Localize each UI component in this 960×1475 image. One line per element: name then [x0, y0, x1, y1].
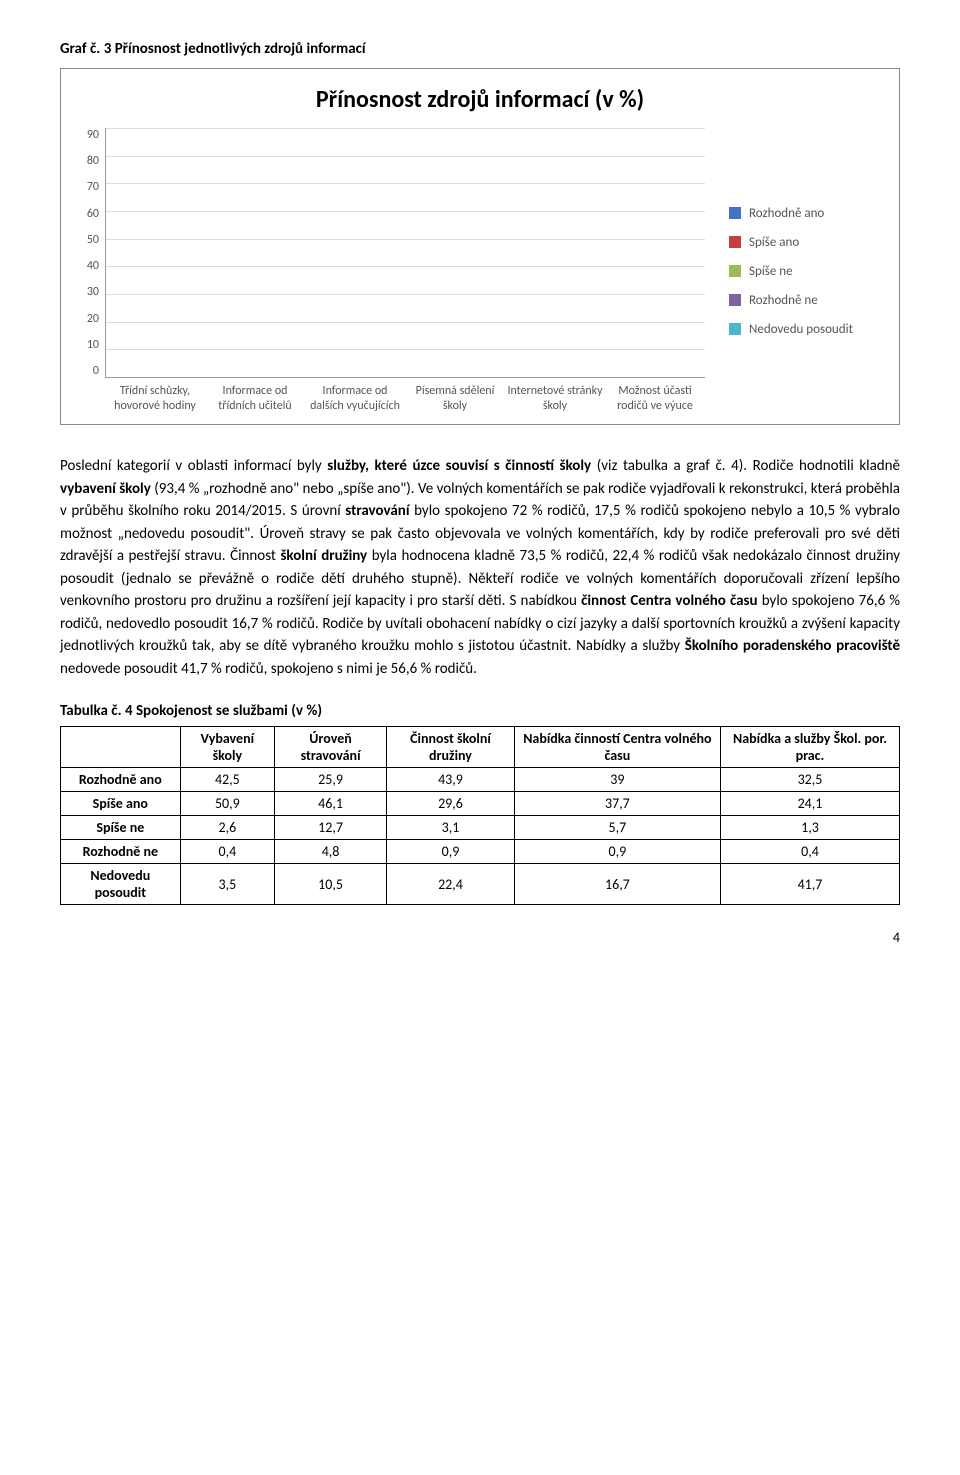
- chart-legend: Rozhodně ano Spíše ano Spíše ne Rozhodně ne…: [705, 128, 885, 414]
- table-cell: 41,7: [720, 864, 899, 905]
- legend-item: Spíše ano: [729, 235, 885, 250]
- chart-title: Přínosnost zdrojů informací (v %): [75, 85, 885, 114]
- table-header-cell: Nabídka a služby Škol. por. prac.: [720, 727, 899, 768]
- y-tick-label: 0: [93, 364, 99, 378]
- legend-label: Rozhodně ne: [749, 293, 818, 308]
- table-header-cell: [61, 727, 181, 768]
- table-cell: 37,7: [514, 792, 720, 816]
- y-tick-label: 20: [87, 312, 99, 326]
- table-cell: 46,1: [275, 792, 387, 816]
- bold-run: činnost Centra volného času: [581, 592, 758, 610]
- table-cell: 16,7: [514, 864, 720, 905]
- legend-swatch: [729, 323, 741, 335]
- legend-item: Rozhodně ano: [729, 206, 885, 221]
- bold-run: školní družiny: [280, 547, 367, 565]
- table-header-cell: Nabídka činností Centra volného času: [514, 727, 720, 768]
- table-row-header: Rozhodně ne: [61, 840, 181, 864]
- x-tick-label: Třídní schůzky, hovorové hodiny: [105, 384, 205, 414]
- table-cell: 32,5: [720, 768, 899, 792]
- table-cell: 39: [514, 768, 720, 792]
- legend-label: Spíše ne: [749, 264, 793, 279]
- x-tick-label: Internetové stránky školy: [505, 384, 605, 414]
- table-cell: 25,9: [275, 768, 387, 792]
- table-row: Nedovedu posoudit3,510,522,416,741,7: [61, 864, 900, 905]
- table-cell: 0,9: [387, 840, 515, 864]
- table-cell: 42,5: [180, 768, 274, 792]
- x-tick-label: Informace od dalších vyučujících: [305, 384, 405, 414]
- table-cell: 50,9: [180, 792, 274, 816]
- table-row-header: Spíše ano: [61, 792, 181, 816]
- bold-run: vybavení školy: [60, 480, 151, 498]
- text-run: (viz tabulka a graf č. 4). Rodiče hodnot…: [591, 457, 900, 475]
- legend-label: Rozhodně ano: [749, 206, 824, 221]
- x-tick-label: Písemná sdělení školy: [405, 384, 505, 414]
- table-cell: 3,5: [180, 864, 274, 905]
- y-tick-label: 60: [87, 207, 99, 221]
- bold-run: Školního poradenského pracoviště: [685, 637, 900, 655]
- text-run: Poslední kategorií v oblasti informací b…: [60, 457, 327, 475]
- legend-swatch: [729, 207, 741, 219]
- legend-item: Spíše ne: [729, 264, 885, 279]
- table-cell: 2,6: [180, 816, 274, 840]
- bold-run: stravování: [345, 502, 409, 520]
- legend-item: Rozhodně ne: [729, 293, 885, 308]
- y-tick-label: 80: [87, 154, 99, 168]
- table-cell: 0,4: [720, 840, 899, 864]
- table-row-header: Rozhodně ano: [61, 768, 181, 792]
- table-row: Spíše ano50,946,129,637,724,1: [61, 792, 900, 816]
- x-tick-label: Možnost účasti rodičů ve výuce: [605, 384, 705, 414]
- x-tick-label: Informace od třídních učitelů: [205, 384, 305, 414]
- table-cell: 12,7: [275, 816, 387, 840]
- data-table: Vybavení školyÚroveň stravováníČinnost š…: [60, 726, 900, 905]
- table-header-cell: Činnost školní družiny: [387, 727, 515, 768]
- table-cell: 0,4: [180, 840, 274, 864]
- y-tick-label: 70: [87, 180, 99, 194]
- body-paragraph: Poslední kategorií v oblasti informací b…: [60, 455, 900, 680]
- table-cell: 4,8: [275, 840, 387, 864]
- table-row: Rozhodně ne0,44,80,90,90,4: [61, 840, 900, 864]
- bold-run: služby, které úzce souvisí s činností šk…: [327, 457, 591, 475]
- y-tick-label: 10: [87, 338, 99, 352]
- y-tick-label: 40: [87, 259, 99, 273]
- text-run: nedovede posoudit 41,7 % rodičů, spokoje…: [60, 660, 477, 678]
- legend-swatch: [729, 236, 741, 248]
- table-cell: 22,4: [387, 864, 515, 905]
- page-number: 4: [60, 929, 900, 946]
- table-caption: Tabulka č. 4 Spokojenost se službami (v …: [60, 702, 900, 720]
- table-row: Spíše ne2,612,73,15,71,3: [61, 816, 900, 840]
- table-row-header: Nedovedu posoudit: [61, 864, 181, 905]
- legend-swatch: [729, 265, 741, 277]
- chart-plot-area: [105, 128, 705, 378]
- table-header-cell: Úroveň stravování: [275, 727, 387, 768]
- y-axis-ticks: 90 80 70 60 50 40 30 20 10 0: [75, 128, 105, 378]
- table-cell: 5,7: [514, 816, 720, 840]
- table-cell: 3,1: [387, 816, 515, 840]
- chart-container: Přínosnost zdrojů informací (v %) 90 80 70…: [60, 68, 900, 425]
- table-header-cell: Vybavení školy: [180, 727, 274, 768]
- y-tick-label: 90: [87, 128, 99, 142]
- table-cell: 10,5: [275, 864, 387, 905]
- legend-label: Spíše ano: [749, 235, 799, 250]
- legend-item: Nedovedu posoudit: [729, 322, 885, 337]
- table-cell: 24,1: [720, 792, 899, 816]
- table-cell: 43,9: [387, 768, 515, 792]
- table-cell: 29,6: [387, 792, 515, 816]
- table-row: Rozhodně ano42,525,943,93932,5: [61, 768, 900, 792]
- legend-label: Nedovedu posoudit: [749, 322, 853, 337]
- table-cell: 0,9: [514, 840, 720, 864]
- legend-swatch: [729, 294, 741, 306]
- table-row-header: Spíše ne: [61, 816, 181, 840]
- y-tick-label: 50: [87, 233, 99, 247]
- chart-caption: Graf č. 3 Přínosnost jednotlivých zdrojů…: [60, 40, 900, 58]
- y-tick-label: 30: [87, 285, 99, 299]
- table-cell: 1,3: [720, 816, 899, 840]
- x-axis-labels: Třídní schůzky, hovorové hodinyInformace…: [105, 384, 705, 414]
